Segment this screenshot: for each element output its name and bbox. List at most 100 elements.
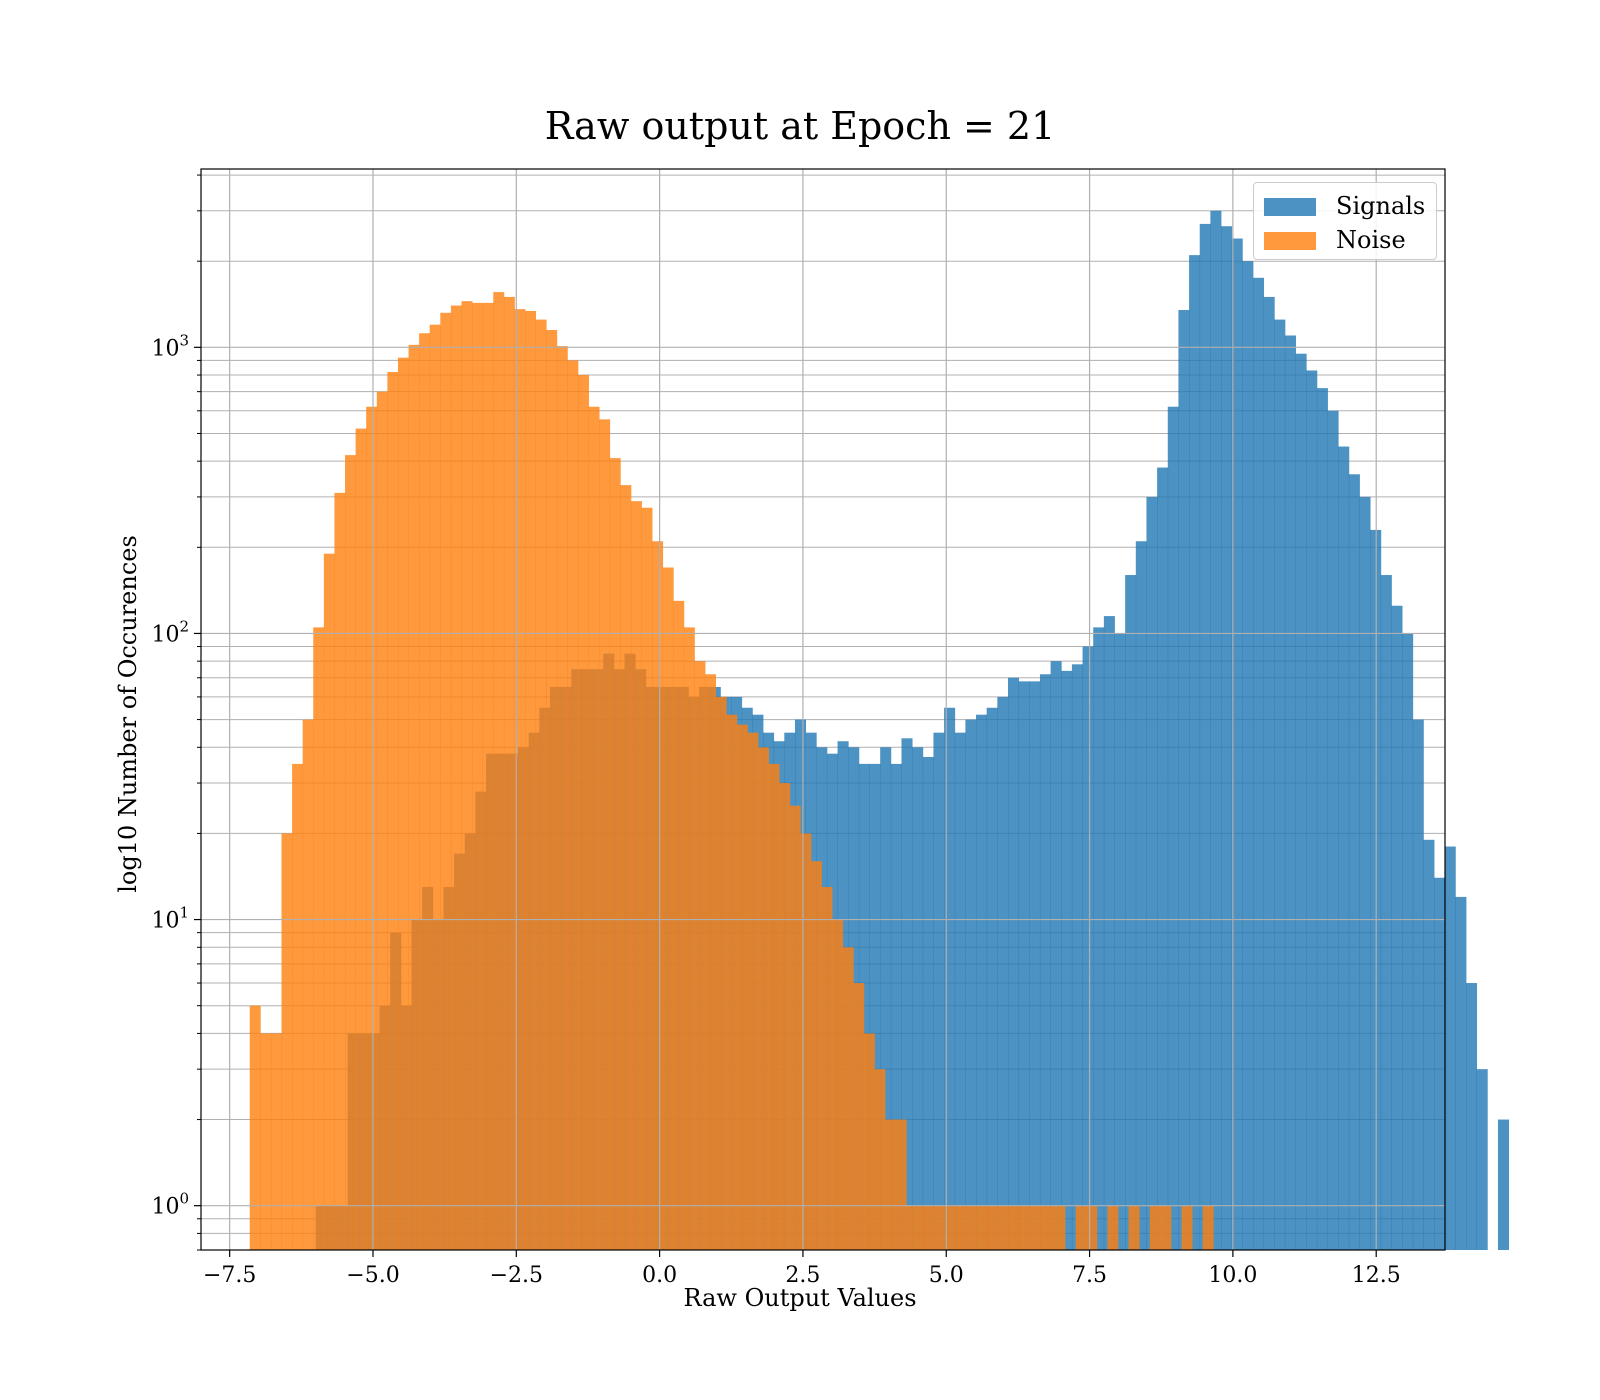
noise-bar: [1107, 1205, 1119, 1250]
noise-bar: [821, 886, 833, 1250]
signals-bar: [1316, 388, 1328, 1250]
noise-bar: [556, 346, 568, 1251]
chart-title: Raw output at Epoch = 21: [544, 104, 1056, 148]
signals-bar: [1189, 255, 1201, 1250]
noise-bar: [366, 406, 378, 1251]
noise-bar: [345, 455, 357, 1250]
noise-bar: [514, 309, 526, 1250]
noise-bar: [482, 302, 494, 1250]
noise-bar: [948, 1205, 960, 1250]
legend-label-noise: Noise: [1336, 226, 1406, 254]
signals-bar: [1231, 238, 1243, 1251]
noise-bar: [535, 319, 547, 1251]
signals-bar: [1167, 406, 1179, 1251]
signals-bar: [1221, 226, 1233, 1251]
signals-bar: [1476, 1069, 1488, 1250]
noise-bar: [334, 492, 346, 1251]
signals-bar: [1050, 661, 1062, 1250]
noise-bar: [800, 833, 812, 1250]
noise-bar: [779, 783, 791, 1250]
signals-bar: [933, 732, 945, 1250]
legend-swatch-signals: [1264, 198, 1316, 216]
x-tick-label: 12.5: [1352, 1263, 1401, 1288]
legend: Signals Noise: [1253, 182, 1437, 260]
signals-bar: [1402, 633, 1414, 1250]
signals-bar: [880, 747, 892, 1250]
signals-bar: [1497, 1119, 1510, 1250]
noise-bar: [260, 1033, 272, 1250]
noise-bar: [461, 301, 473, 1250]
noise-bar: [1149, 1205, 1161, 1250]
x-tick-label: −7.5: [203, 1263, 256, 1288]
noise-bar: [630, 501, 642, 1250]
noise-bar: [503, 296, 515, 1250]
noise-bar: [567, 360, 579, 1250]
noise-bar: [620, 485, 632, 1251]
noise-bar: [959, 1205, 971, 1250]
noise-bar: [1022, 1205, 1034, 1250]
legend-label-signals: Signals: [1336, 192, 1426, 220]
noise-bar: [1043, 1205, 1055, 1250]
noise-bar: [1128, 1205, 1140, 1250]
x-tick-label: 10.0: [1208, 1263, 1257, 1288]
signals-bar: [1348, 474, 1360, 1250]
noise-bar: [525, 310, 537, 1251]
noise-bar: [726, 714, 738, 1250]
noise-bar: [1075, 1205, 1087, 1250]
y-axis-label: log10 Number of Occurences: [114, 535, 142, 893]
noise-bar: [736, 724, 748, 1250]
noise-bar: [853, 983, 865, 1250]
major-gridlines: [201, 169, 1445, 1250]
signals-bar: [1444, 846, 1456, 1250]
noise-bar: [313, 627, 325, 1250]
noise-bar: [810, 861, 822, 1250]
noise-bar: [429, 324, 441, 1250]
x-tick-label: −2.5: [490, 1263, 543, 1288]
noise-bar: [292, 763, 304, 1250]
noise-bar: [980, 1205, 992, 1250]
signals-bar: [1007, 677, 1020, 1250]
noise-bar: [969, 1205, 981, 1250]
noise-bar: [641, 507, 653, 1250]
noise-bar: [673, 600, 685, 1250]
y-axis-ticks: 100 101 102 103: [151, 174, 201, 1251]
signals-bar: [1125, 575, 1137, 1250]
signals-bar: [1082, 646, 1094, 1250]
signals-bar: [1103, 616, 1115, 1250]
noise-bar: [937, 1205, 949, 1250]
noise-bar: [249, 1005, 261, 1250]
noise-bar: [1001, 1205, 1013, 1250]
y-tick-label: 100: [151, 1190, 189, 1220]
noise-bar: [599, 419, 611, 1250]
signals-bar: [1018, 681, 1030, 1250]
noise-bar: [1160, 1205, 1172, 1250]
x-axis-ticks: −7.5 −5.0 −2.5 0.0 2.5 5.0 7.5 10.0 12.5: [203, 1250, 1401, 1288]
signals-bar: [997, 696, 1009, 1250]
noise-bar: [842, 947, 854, 1250]
signals-bar: [986, 707, 998, 1250]
signals-bar: [1252, 277, 1265, 1250]
noise-bar: [281, 833, 293, 1250]
noise-bar: [1202, 1205, 1214, 1250]
x-axis-label: Raw Output Values: [683, 1284, 917, 1312]
legend-swatch-noise: [1264, 232, 1316, 250]
signals-bar: [1466, 983, 1478, 1250]
signals-bar: [922, 756, 934, 1250]
noise-bar: [1012, 1205, 1024, 1250]
signals-bar: [901, 738, 913, 1250]
plot-frame: [200, 168, 1446, 1251]
signals-bar: [965, 719, 977, 1250]
noise-bar: [895, 1119, 907, 1250]
signals-bar: [1135, 541, 1147, 1250]
noise-bar: [715, 696, 727, 1250]
signals-bar: [1284, 335, 1296, 1251]
noise-bar: [376, 391, 388, 1250]
noise-bar: [408, 344, 420, 1250]
noise-bar: [863, 1033, 875, 1250]
signals-bar: [1029, 681, 1041, 1250]
signals-bar: [1306, 370, 1318, 1251]
signals-bar: [912, 747, 924, 1250]
x-tick-label: 7.5: [1072, 1263, 1107, 1288]
signals-bar: [944, 707, 956, 1250]
noise-bar: [705, 674, 717, 1250]
